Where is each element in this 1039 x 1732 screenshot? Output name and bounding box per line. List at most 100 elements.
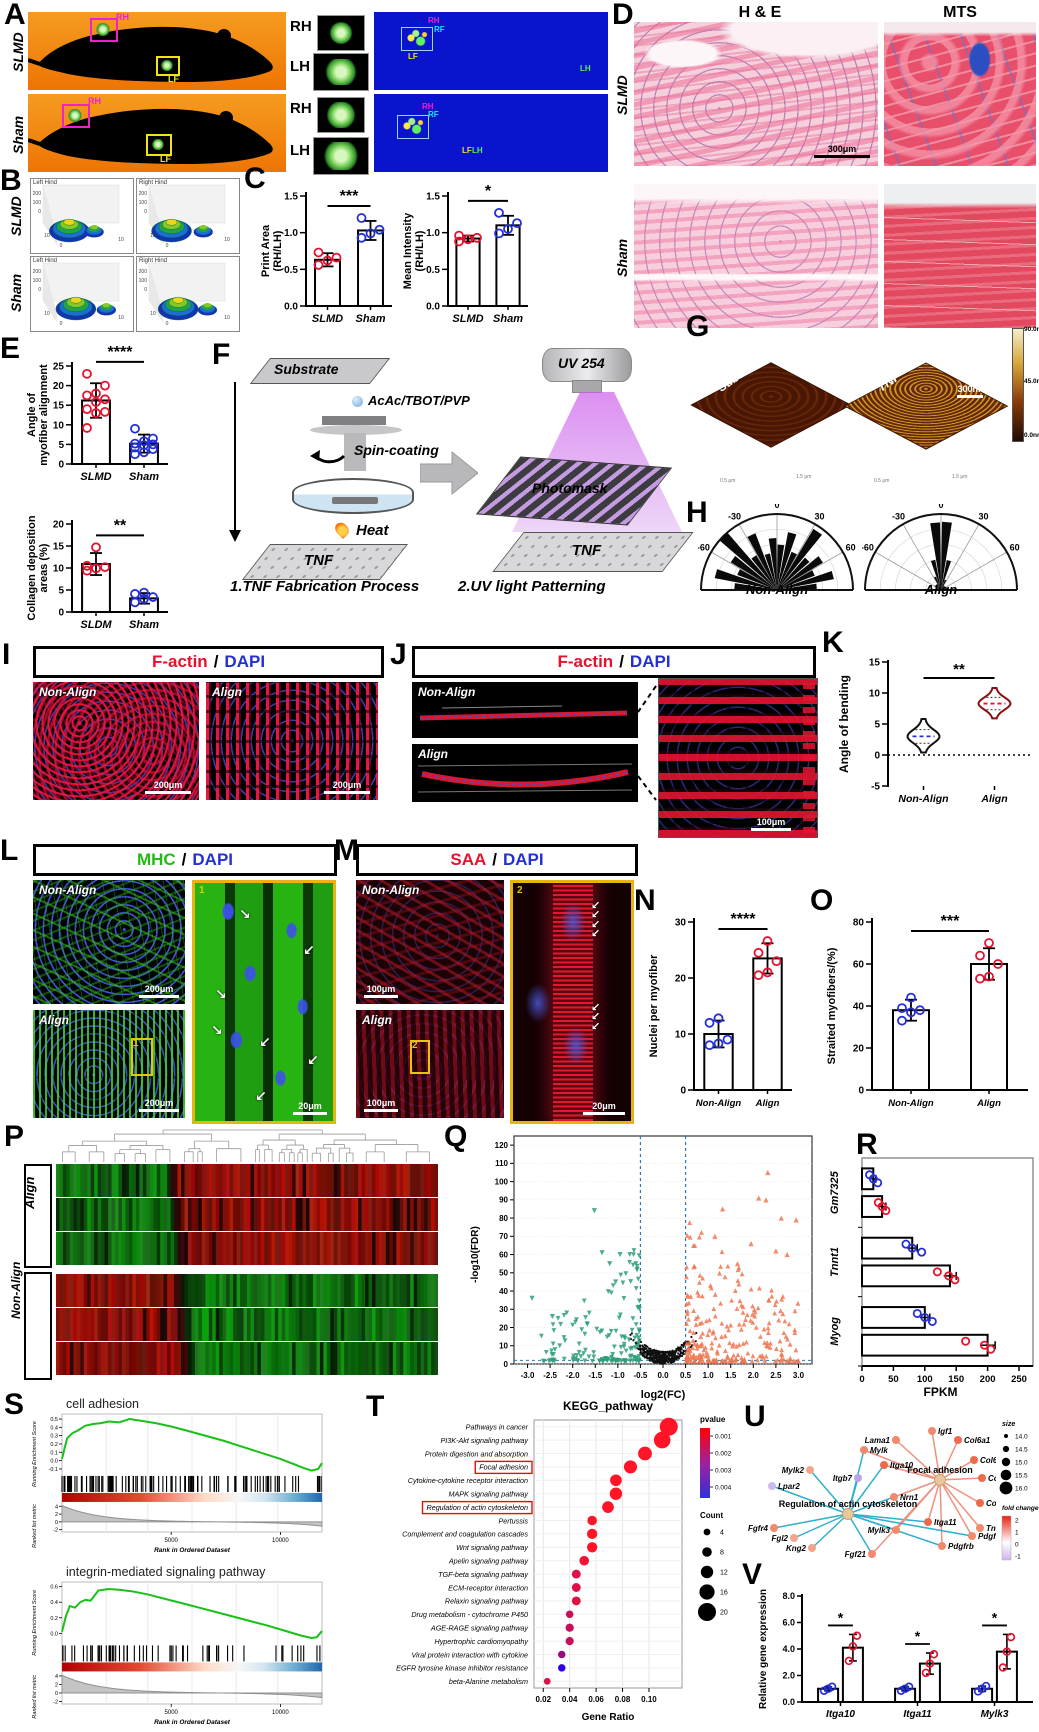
svg-text:200: 200 [980,1374,996,1385]
scale-bar: 200μm [145,780,191,794]
svg-text:0.5: 0.5 [680,1371,692,1380]
svg-text:PI3K-Akt signaling pathway: PI3K-Akt signaling pathway [441,1436,529,1445]
svg-text:1.0: 1.0 [426,228,440,239]
svg-text:1.0: 1.0 [703,1371,715,1380]
stain-sep: / [213,652,219,671]
panel-e-label: E [0,332,21,365]
scale-bar: 200μm [139,984,179,998]
svg-text:50: 50 [499,1269,508,1278]
solution-label: AcAc/TBOT/PVP [368,393,470,408]
petri-dish [292,478,414,514]
paw-inset [313,137,369,175]
svg-text:200: 200 [33,191,42,197]
svg-text:2: 2 [55,1512,58,1518]
inset-label-rh: RH [290,100,312,117]
panel-u-label: U [744,1400,766,1433]
gait-tag-lh: LH [472,146,483,155]
scale-bar: 100μm [364,1098,398,1112]
svg-text:0: 0 [144,209,147,215]
svg-text:60: 60 [853,960,865,971]
svg-text:0: 0 [38,287,41,293]
svg-text:15: 15 [53,401,65,412]
svg-text:Lama1: Lama1 [865,1436,891,1445]
zoom-region-tag: 1 [133,1038,139,1049]
panel-h-label: H [686,496,708,529]
svg-text:0: 0 [166,243,169,249]
svg-text:Gm7325: Gm7325 [829,1170,841,1214]
svg-text:0.003: 0.003 [715,1468,732,1475]
mhc-nonalign-image: Non-Align 200μm [33,880,185,1004]
heatmap-group-nonalign: Non-Align [9,1262,52,1380]
svg-text:0.0: 0.0 [426,302,440,313]
svg-text:Pdgfrb: Pdgfrb [948,1542,974,1551]
histology-he-sham [634,184,878,328]
panel-l-label: L [0,834,19,867]
zoom-region-tag: 2 [412,1040,418,1051]
svg-text:0.5: 0.5 [284,265,298,276]
svg-text:Straited myofibers/(%): Straited myofibers/(%) [826,947,838,1064]
svg-text:KEGG_pathway: KEGG_pathway [563,1399,653,1413]
svg-text:3.0: 3.0 [793,1371,805,1380]
svg-text:2.0: 2.0 [782,1671,795,1681]
svg-text:100: 100 [139,278,148,284]
panel-s-label: S [4,1388,25,1421]
svg-text:20: 20 [720,1610,728,1617]
col-title-he: H & E [738,4,782,21]
svg-text:Sham: Sham [129,619,159,631]
thermal-image-sham: RH LF [28,94,286,172]
rh-marker-label: RH [116,12,129,22]
svg-text:Rank in Ordered Dataset: Rank in Ordered Dataset [154,1719,231,1726]
svg-text:fold change: fold change [1002,1505,1039,1512]
svg-text:(RH/LH): (RH/LH) [272,230,284,271]
svg-text:Pertussis: Pertussis [498,1516,528,1525]
svg-text:0: 0 [166,321,169,327]
svg-text:Fgl2: Fgl2 [772,1534,789,1543]
svg-text:*: * [915,1628,921,1644]
chart-bending-violin: -5 0 5 10 15 Angle of bending Non-Align Align ** [837,658,1030,805]
svg-text:0.04: 0.04 [562,1695,578,1704]
svg-text:0.002: 0.002 [715,1451,732,1458]
panel-v-label: V [742,1558,763,1591]
kegg-legend: pvalue 0.001 0.002 0.003 0.004 Count 4 8 12 16 20 [698,1415,732,1621]
svg-text:14.0: 14.0 [1015,1434,1028,1441]
svg-text:Ranked list metric: Ranked list metric [32,1504,38,1548]
svg-text:Non-Align: Non-Align [888,1098,934,1109]
afm-axis-tick: 1.5 μm [952,474,968,480]
svg-text:10: 10 [869,689,881,700]
gait-tag-rh: RH [428,16,440,25]
stain-sep: / [619,652,624,671]
svg-text:0: 0 [55,1520,58,1526]
svg-text:Kng2: Kng2 [786,1544,807,1553]
zoom-region-box [131,1038,153,1076]
chart-print-area: 0.0 0.5 1.0 1.5 Print Area (RH/LH) SLMD Sham *** [260,188,392,325]
factin-3d-zoom: 100μm [658,678,818,838]
svg-text:0.5: 0.5 [426,265,440,276]
svg-text:0.0: 0.0 [50,1631,58,1637]
heat-label: Heat [356,522,389,539]
paw-inset [317,15,365,51]
zoom-region-box [410,1040,430,1074]
svg-text:beta-Alanine metabolism: beta-Alanine metabolism [449,1677,528,1686]
svg-text:10: 10 [224,315,230,321]
svg-text:10: 10 [499,1342,508,1351]
image-tag: Align [212,685,242,699]
svg-text:Complement and coagulation cas: Complement and coagulation cascades [402,1530,528,1539]
gsea-cell-adhesion: cell adhesion 0.5 0.4 0.3 0.2 0.1 0.0 -0.1 4 2 0 -2… [32,1397,323,1554]
svg-text:60: 60 [499,1250,508,1259]
svg-text:110: 110 [495,1159,508,1168]
svg-text:*: * [992,1609,998,1625]
svg-text:10: 10 [118,237,124,243]
svg-text:Angle of bending: Angle of bending [837,675,851,773]
afm-axis-tick: 0.5 μm [874,478,890,484]
rh-marker-box [62,104,90,128]
svg-text:Tnnt1: Tnnt1 [829,1247,841,1277]
svg-text:10: 10 [675,1030,687,1041]
svg-text:-30: -30 [892,511,905,521]
image-tag: Non-Align [418,685,476,699]
svg-text:-5: -5 [871,782,880,793]
svg-text:200: 200 [139,269,148,275]
svg-text:10: 10 [150,311,156,317]
svg-text:Protein digestion and absorpti: Protein digestion and absorption [425,1449,528,1458]
svg-text:1.5: 1.5 [284,192,298,203]
svg-text:MAPK signaling pathway: MAPK signaling pathway [448,1490,528,1499]
